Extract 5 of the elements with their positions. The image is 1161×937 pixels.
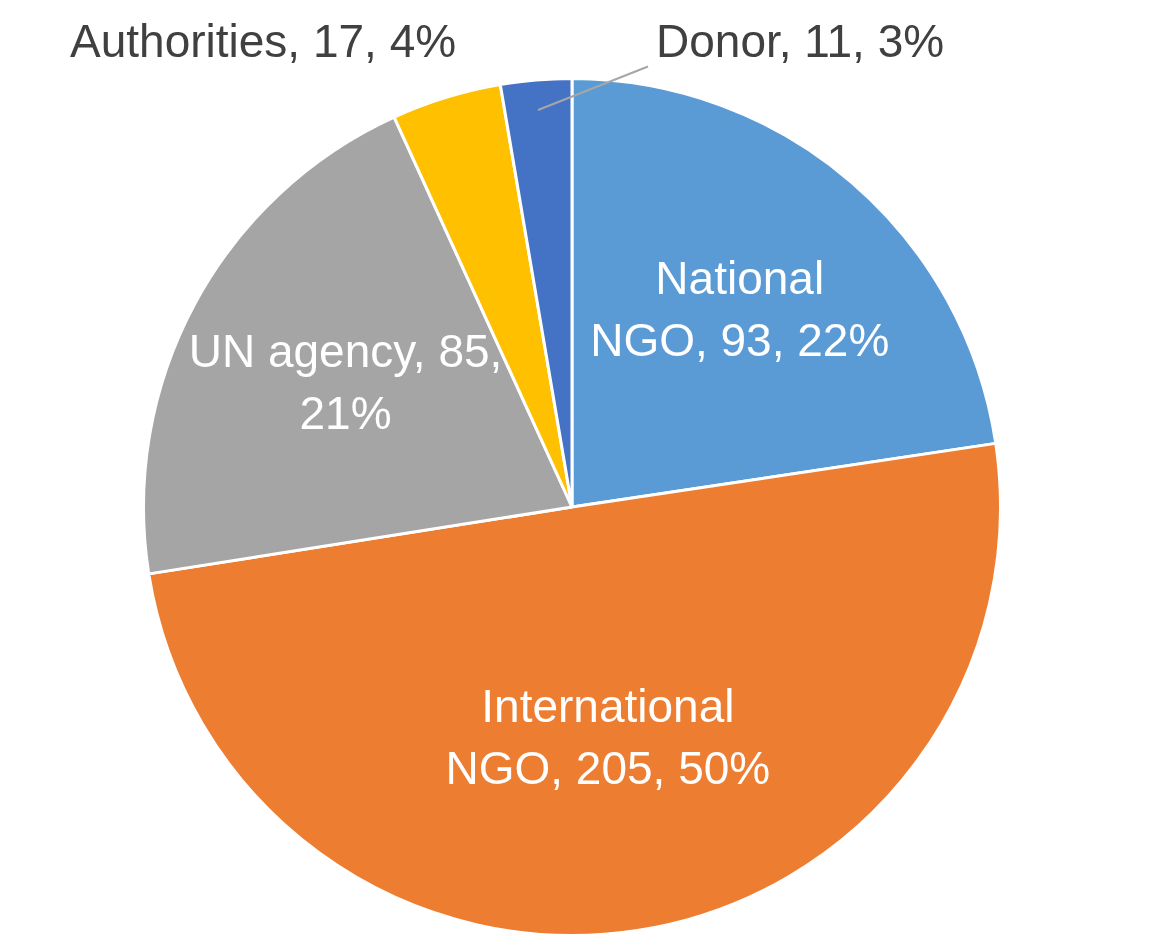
slice-label: Donor, 11, 3% <box>656 15 945 68</box>
slice-label: National NGO, 93, 22% <box>590 251 890 366</box>
slice-label: International NGO, 205, 50% <box>445 679 771 794</box>
slice-label: UN agency, 85, 21% <box>188 325 503 439</box>
slice-label: Authorities, 17, 4% <box>70 15 457 68</box>
